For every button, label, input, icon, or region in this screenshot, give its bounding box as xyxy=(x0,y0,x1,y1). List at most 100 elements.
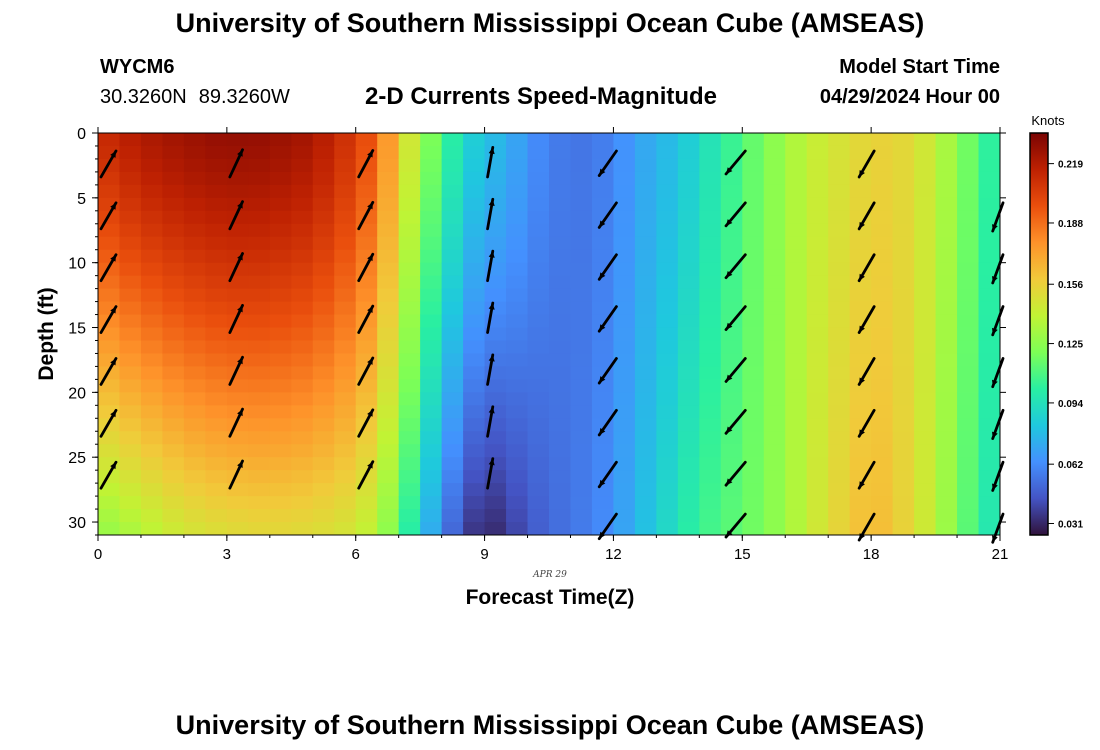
heatmap-cell xyxy=(935,288,958,303)
heatmap-cell xyxy=(720,327,743,342)
heatmap-cell xyxy=(957,158,980,173)
heatmap-cell xyxy=(205,184,228,199)
heatmap-cell xyxy=(957,496,980,510)
heatmap-cell xyxy=(205,223,228,238)
heatmap-cell xyxy=(763,483,786,497)
heatmap-cell xyxy=(248,431,271,445)
heatmap-cell xyxy=(978,509,1000,523)
heatmap-cell xyxy=(785,353,808,368)
heatmap-cell xyxy=(119,223,142,238)
heatmap-cell xyxy=(312,262,335,277)
heatmap-cell xyxy=(849,249,872,264)
heatmap-cell xyxy=(269,379,292,393)
heatmap-cell xyxy=(570,483,593,497)
heatmap-cell xyxy=(463,509,486,523)
heatmap-cell xyxy=(742,275,765,290)
heatmap-cell xyxy=(763,133,786,147)
heatmap-cell xyxy=(377,392,400,406)
heatmap-cell xyxy=(205,366,228,380)
heatmap-cell xyxy=(355,158,378,173)
heatmap-cell xyxy=(613,249,636,264)
heatmap-cell xyxy=(441,483,464,497)
heatmap-cell xyxy=(699,366,722,380)
heatmap-cell xyxy=(269,236,292,251)
heatmap-cell xyxy=(806,184,829,199)
heatmap-cell xyxy=(441,340,464,355)
heatmap-cell xyxy=(591,509,615,523)
heatmap-cell xyxy=(355,509,378,523)
heatmap-cell xyxy=(398,171,421,186)
heatmap-cell xyxy=(248,145,271,160)
heatmap-cell xyxy=(119,509,142,523)
heatmap-cell xyxy=(183,457,206,471)
heatmap-cell xyxy=(871,470,894,484)
current-vector xyxy=(597,253,618,281)
heatmap-cell xyxy=(742,457,765,471)
heatmap-cell xyxy=(828,522,851,535)
heatmap-cell xyxy=(978,249,1000,264)
heatmap-cell xyxy=(355,353,378,368)
heatmap-cell xyxy=(892,171,915,186)
y-tick-label: 20 xyxy=(68,385,86,402)
heatmap-cell xyxy=(463,522,486,535)
heatmap-cell xyxy=(205,405,228,419)
heatmap-cell xyxy=(634,509,657,523)
heatmap-cell xyxy=(269,288,292,303)
heatmap-cell xyxy=(119,470,142,484)
colorbar-tick-label: 0.125 xyxy=(1058,340,1083,351)
heatmap-cell xyxy=(806,379,829,393)
heatmap-cell xyxy=(527,509,550,523)
heatmap-cell xyxy=(570,262,593,277)
heatmap-cell xyxy=(677,184,700,199)
heatmap-cell xyxy=(377,379,400,393)
heatmap-cell xyxy=(420,275,443,290)
heatmap-cell xyxy=(463,353,486,368)
heatmap-cell xyxy=(98,522,121,535)
x-tick-label: 18 xyxy=(863,546,880,563)
heatmap-cell xyxy=(269,171,292,186)
heatmap-cell xyxy=(183,288,206,303)
heatmap-cell xyxy=(849,327,872,342)
heatmap-cell xyxy=(162,133,185,147)
heatmap-cell xyxy=(677,457,700,471)
current-vector xyxy=(486,353,495,386)
heatmap-cell xyxy=(613,314,636,329)
heatmap-cell xyxy=(463,418,486,432)
heatmap-cell xyxy=(355,340,378,355)
heatmap-cell xyxy=(763,145,786,160)
colorbar-gradient xyxy=(1029,132,1049,536)
heatmap-cell xyxy=(720,496,743,510)
heatmap-cell xyxy=(914,444,937,458)
heatmap-cell xyxy=(312,444,335,458)
heatmap-cell xyxy=(914,197,937,212)
heatmap-cell xyxy=(248,444,271,458)
heatmap-cell xyxy=(140,236,164,251)
current-vector xyxy=(486,301,495,334)
heatmap-cell xyxy=(914,275,937,290)
heatmap-cell xyxy=(634,483,657,497)
heatmap-cell xyxy=(183,470,206,484)
heatmap-cell xyxy=(763,249,786,264)
heatmap-cell xyxy=(591,353,615,368)
heatmap-cell xyxy=(591,236,615,251)
heatmap-cell xyxy=(291,262,314,277)
y-tick-label: 30 xyxy=(68,515,86,532)
heatmap-cell xyxy=(763,353,786,368)
heatmap-cell xyxy=(119,392,142,406)
heatmap-cell xyxy=(183,522,206,535)
colorbar-tick-label: 0.219 xyxy=(1058,160,1083,171)
heatmap-cell xyxy=(763,275,786,290)
heatmap-cell xyxy=(269,444,292,458)
heatmap-cell xyxy=(763,405,786,419)
heatmap-cell xyxy=(420,340,443,355)
heatmap-cell xyxy=(269,197,292,212)
heatmap-cell xyxy=(334,171,357,186)
heatmap-cell xyxy=(119,522,142,535)
heatmap-cell xyxy=(420,405,443,419)
current-vector xyxy=(724,408,747,435)
heatmap-cell xyxy=(420,366,443,380)
heatmap-cell xyxy=(957,444,980,458)
heatmap-cell xyxy=(355,405,378,419)
heatmap-cell xyxy=(763,522,786,535)
heatmap-cell xyxy=(742,509,765,523)
